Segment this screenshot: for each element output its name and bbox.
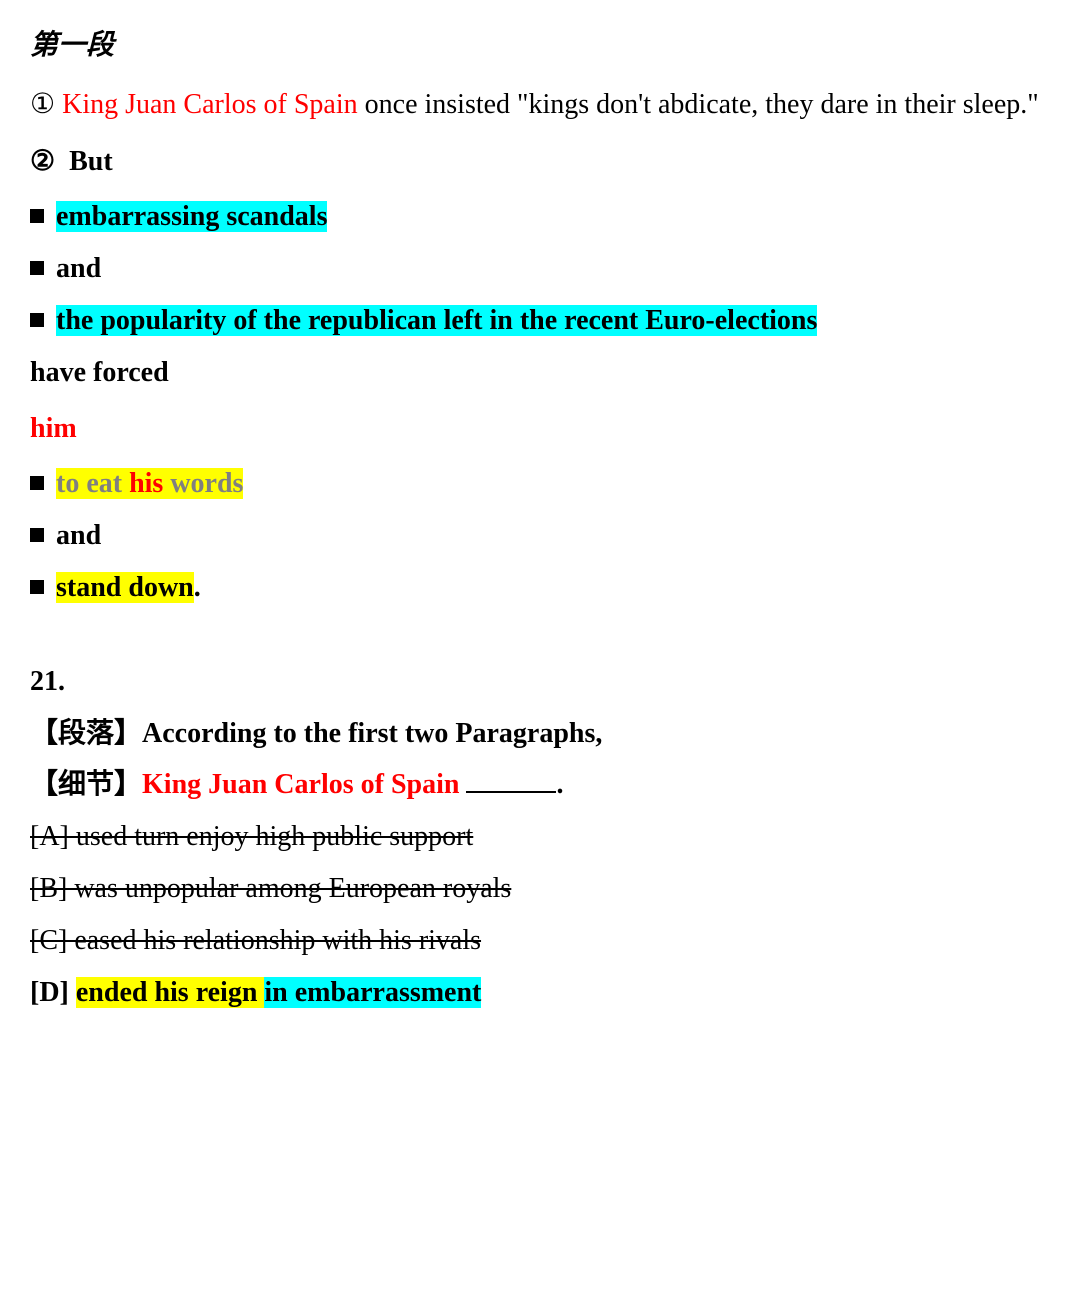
option-d-label: [D]	[30, 977, 76, 1008]
tag-text-1: According to the first two Paragraphs,	[142, 718, 602, 749]
section-heading: 第一段	[30, 20, 1050, 72]
sentence-1: ① King Juan Carlos of Spain once insiste…	[30, 78, 1050, 131]
sentence-1-rest: once insisted "kings don't abdicate, the…	[358, 89, 1039, 120]
square-bullet-icon	[30, 261, 44, 275]
bullet-item-2: the popularity of the republican left in…	[30, 295, 1050, 347]
republican-text: the popularity of the republican left in…	[56, 305, 817, 336]
subject-highlight: King Juan Carlos of Spain	[62, 89, 358, 120]
fill-blank	[466, 791, 556, 793]
option-d-part2: in embarrassment	[264, 977, 481, 1008]
question-number: 21.	[30, 656, 1050, 708]
bullet-stand-down: stand down.	[30, 562, 1050, 614]
scandals-text: embarrassing scandals	[56, 201, 327, 232]
tag-label-2: 【细节】	[30, 769, 142, 800]
bullet-eat-words: to eat his words	[30, 458, 1050, 510]
square-bullet-icon	[30, 313, 44, 327]
question-tag-detail: 【细节】King Juan Carlos of Spain .	[30, 759, 1050, 811]
square-bullet-icon	[30, 528, 44, 542]
option-b: [B] was unpopular among European royals	[30, 863, 1050, 915]
but-word: But	[69, 146, 113, 177]
and-text-1: and	[56, 253, 101, 284]
question-tag-paragraph: 【段落】According to the first two Paragraph…	[30, 708, 1050, 760]
and-text-2: and	[56, 520, 101, 551]
sentence-number-1: ①	[30, 88, 55, 119]
option-d: [D] ended his reign in embarrassment	[30, 967, 1050, 1019]
have-forced-line: have forced	[30, 347, 1050, 399]
tag-text-2: King Juan Carlos of Spain	[142, 769, 459, 800]
blank-suffix: .	[556, 769, 563, 800]
option-d-part1: ended his reign	[76, 977, 265, 1008]
words-text: words	[163, 468, 243, 499]
option-a: [A] used turn enjoy high public support	[30, 811, 1050, 863]
option-c: [C] eased his relationship with his riva…	[30, 915, 1050, 967]
sentence-number-2: ②	[30, 145, 55, 176]
question-block: 21. 【段落】According to the first two Parag…	[30, 656, 1050, 1019]
square-bullet-icon	[30, 476, 44, 490]
square-bullet-icon	[30, 580, 44, 594]
bullet-and-2: and	[30, 510, 1050, 562]
his-text: his	[129, 468, 163, 499]
square-bullet-icon	[30, 209, 44, 223]
him-line: him	[30, 403, 1050, 455]
period: .	[194, 572, 201, 603]
tag-label-1: 【段落】	[30, 718, 142, 749]
stand-down-text: stand down	[56, 572, 194, 603]
to-eat-text: to eat	[56, 468, 129, 499]
sentence-2-opener: ② But	[30, 135, 1050, 188]
bullet-item-1: embarrassing scandals	[30, 191, 1050, 243]
bullet-and-1: and	[30, 243, 1050, 295]
